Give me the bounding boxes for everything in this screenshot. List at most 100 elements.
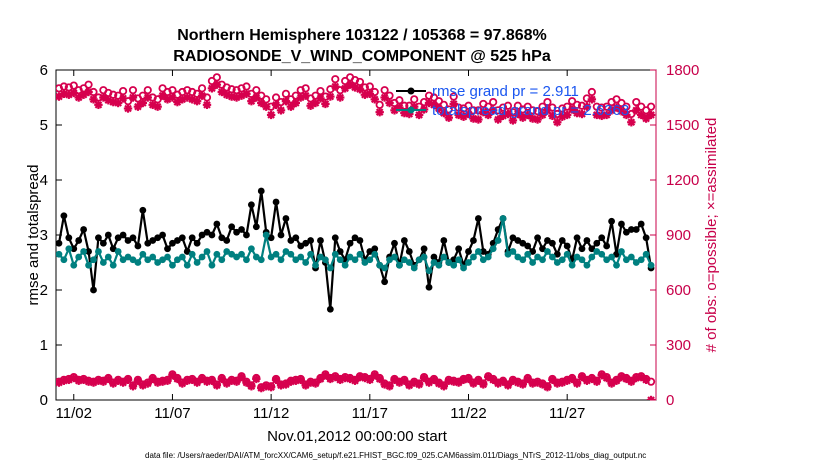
rmse-point [203, 228, 211, 236]
rmse-point [247, 201, 255, 209]
totalspread-point [647, 261, 655, 269]
obs_assimilated-point [192, 96, 202, 106]
totalspread-point [376, 261, 384, 269]
rmse-point [455, 245, 463, 253]
totalspread-point [139, 250, 147, 258]
rmse-point [243, 231, 250, 239]
rmse-point [307, 237, 315, 244]
rmse-point [60, 212, 68, 220]
rmse-point [149, 237, 157, 244]
totalspread-point [169, 261, 176, 269]
obs_assimilated-point [646, 110, 656, 120]
obs_low_assimilated-point [375, 374, 384, 384]
totalspread-point [519, 256, 527, 264]
obs_assimilated-point [252, 93, 261, 102]
totalspread-point [430, 259, 438, 266]
totalspread-point [445, 259, 453, 266]
totalspread-point [588, 253, 596, 261]
rmse-point [553, 250, 561, 258]
rmse-point [134, 242, 142, 250]
totalspread-point [312, 261, 319, 269]
x-tick-label: 11/12 [253, 405, 289, 422]
totalspread-point [159, 256, 166, 264]
x-tick-label: 11/02 [56, 405, 92, 422]
obs_assimilated-point [242, 89, 251, 99]
x-axis-label: Nov.01,2012 00:00:00 start [267, 428, 448, 445]
totalspread-point [529, 259, 537, 266]
obs_assimilated-point [414, 110, 424, 120]
totalspread-point [479, 256, 487, 264]
totalspread-point [563, 250, 571, 258]
obs_assimilated-point [464, 109, 473, 119]
rmse-point [440, 237, 448, 244]
rmse-point [430, 253, 438, 261]
obs_assimilated-point [113, 98, 123, 108]
obs_possible-point [469, 106, 478, 115]
obs_assimilated-point [577, 109, 587, 119]
rmse-point [331, 234, 339, 242]
rmse-point [252, 223, 260, 231]
totalspread-point [618, 248, 625, 255]
totalspread-point [302, 259, 310, 266]
obs_low_assimilated-point [414, 380, 424, 389]
rmse-point [70, 245, 78, 253]
totalspread-point [233, 253, 240, 261]
obs_assimilated-point [582, 102, 592, 111]
totalspread-point [129, 256, 137, 264]
rmse-point [302, 239, 310, 247]
totalspread-point [578, 256, 586, 264]
y-right-tick-label: 300 [666, 337, 691, 354]
rmse-point [238, 226, 245, 233]
rmse-point [193, 239, 201, 247]
obs_assimilated-point [138, 98, 148, 108]
rmse-point [450, 256, 458, 264]
rmse-point [405, 248, 413, 255]
totalspread-point [267, 253, 275, 261]
rmse-point [470, 237, 477, 244]
rmse-point [114, 234, 122, 242]
obs_low_assimilated-point [439, 382, 449, 391]
totalspread-point [632, 259, 640, 266]
rmse-point [223, 237, 231, 244]
rmse-point [95, 234, 102, 242]
totalspread-point [573, 253, 581, 261]
rmse-point [613, 250, 620, 258]
obs_assimilated-point [266, 110, 276, 120]
rmse-point [400, 237, 408, 244]
totalspread-point [420, 253, 428, 261]
series-obs_assimilated [56, 80, 656, 127]
rmse-point [381, 278, 389, 286]
obs_low_assimilated-point [518, 380, 527, 389]
rmse-point [233, 228, 240, 236]
obs_assimilated-point [562, 110, 572, 120]
totalspread-point [455, 256, 463, 264]
totalspread-point [95, 248, 102, 255]
obs_assimilated-point [271, 100, 281, 110]
chart-title: Northern Hemisphere 103122 / 105368 = 97… [177, 27, 547, 44]
totalspread-point [410, 264, 418, 272]
totalspread-point [509, 248, 517, 255]
totalspread-point [213, 250, 221, 258]
y-tick-label: 4 [40, 172, 48, 189]
obs_possible-point [646, 102, 656, 111]
totalspread-point [460, 264, 467, 272]
chart-subtitle: RADIOSONDE_V_WIND_COMPONENT @ 525 hPa [173, 48, 551, 65]
totalspread-point [149, 253, 157, 261]
obs_assimilated-point [548, 111, 557, 121]
totalspread-point [99, 259, 107, 266]
totalspread-point [277, 256, 285, 264]
totalspread-point [351, 256, 359, 264]
totalspread-point [154, 259, 162, 266]
rmse-point [159, 231, 166, 239]
obs_low_assimilated-point [641, 375, 651, 385]
rmse-point [90, 286, 97, 294]
obs_possible-point [444, 105, 453, 114]
rmse-point [208, 231, 216, 239]
totalspread-point [405, 259, 413, 266]
obs_possible-point [484, 102, 493, 111]
obs_assimilated-point [474, 115, 483, 124]
obs_assimilated-point [355, 85, 365, 94]
obs_assimilated-point [281, 96, 291, 106]
obs_assimilated-point [380, 93, 389, 102]
totalspread-point [504, 250, 512, 258]
